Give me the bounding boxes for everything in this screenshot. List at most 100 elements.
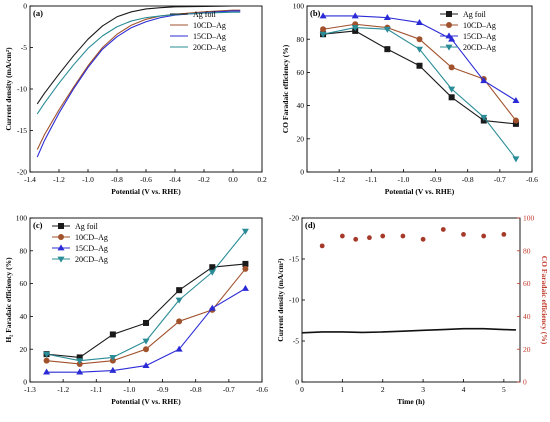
legend-label: 15CD–Ag: [463, 32, 496, 41]
data-point: [416, 46, 423, 53]
x-axis-label: Potential (V vs. RHE): [385, 187, 455, 196]
y-tick-label: -15: [17, 126, 27, 135]
legend-marker: [445, 32, 453, 39]
x-tick-label: -1.1: [90, 385, 102, 394]
x-tick-label: -0.4: [169, 175, 181, 184]
data-point: [175, 297, 183, 304]
data-point: [109, 366, 117, 373]
data-point: [512, 97, 520, 104]
legend-marker: [57, 256, 65, 263]
data-point: [367, 235, 372, 241]
y-tick-label: 0: [300, 168, 304, 177]
plot-frame-b: [306, 5, 533, 173]
x-tick-label: -1.1: [365, 175, 377, 184]
data-point: [384, 46, 391, 53]
legend-marker: [58, 223, 64, 229]
data-point: [143, 346, 149, 353]
x-tick-label: -0.8: [462, 175, 474, 184]
x-tick-label: -1.2: [53, 175, 65, 184]
x-tick-label: -0.6: [140, 175, 152, 184]
y-tick-label: -20: [289, 214, 299, 223]
x-tick-label: -1.4: [24, 175, 36, 184]
y-tick-label: 60: [20, 279, 28, 288]
data-point: [501, 232, 507, 237]
panel-label: (d): [305, 220, 316, 230]
y2-tick-label: 60: [523, 279, 531, 288]
x-tick-label: -0.8: [111, 175, 123, 184]
panel-d: 0 1 2 3 4 5 0 -5 -10 -15 -20 (d) Time (h) Current den…: [276, 214, 549, 406]
y-tick-label: 20: [20, 345, 28, 354]
y-tick-label: 60: [297, 68, 305, 77]
data-point: [512, 120, 519, 127]
legend-marker: [446, 11, 452, 17]
x-tick-label: -0.2: [198, 175, 210, 184]
data-point: [109, 331, 116, 338]
data-point: [448, 35, 456, 42]
data-point: [416, 62, 423, 69]
data-point: [242, 260, 249, 267]
data-point: [176, 287, 183, 294]
x-tick-label: 2: [381, 385, 385, 394]
panel-label: (b): [310, 8, 321, 18]
data-point: [380, 233, 386, 239]
legend-label: Ag foil: [463, 10, 487, 19]
y-tick-label: -5: [21, 43, 27, 52]
data-point: [480, 114, 488, 121]
legend-label: 20CD–Ag: [75, 255, 108, 264]
data-point: [448, 64, 455, 71]
legend-label: 20CD–Ag: [193, 43, 226, 52]
x-tick-label: 5: [502, 385, 506, 394]
y-axis-label: Current density (mA/cm²): [276, 258, 285, 342]
y-tick-label: 0: [23, 2, 27, 11]
x-tick-label: 0.2: [257, 175, 267, 184]
data-point: [448, 86, 456, 93]
legend: Ag foil 10CD–Ag 15CD–Ag 20CD–Ag: [440, 10, 496, 52]
data-point: [461, 232, 466, 237]
x-tick-label: -0.8: [190, 385, 202, 394]
data-point: [319, 31, 327, 38]
y2-axis-label: CO Faradaic efficiency (%): [540, 256, 549, 345]
data-point: [351, 25, 359, 32]
x-tick-label: 4: [462, 385, 466, 394]
data-point: [319, 243, 325, 249]
y-tick-label: -10: [289, 296, 299, 305]
series-line-10cd-ag: [36, 9, 241, 150]
series-line-ag-foil: [36, 5, 241, 105]
y-tick-label: 80: [297, 35, 305, 44]
x-tick-label: -0.7: [494, 175, 506, 184]
legend: Ag foil 10CD–Ag 15CD–Ag 20CD–Ag: [170, 10, 226, 52]
x-tick-label: 0.0: [228, 175, 238, 184]
x-tick-label: -1.2: [333, 175, 345, 184]
y-tick-label: 0: [23, 378, 27, 387]
y-tick-label: 100: [16, 214, 28, 223]
y-tick-label: 80: [20, 246, 28, 255]
data-point: [209, 264, 216, 271]
x-axis-label: Time (h): [397, 397, 425, 406]
panel-a: -1.4 -1.2 -1.0 -0.8 -0.6 -0.4 -0.2 0.0 0.2 -20 -15…: [4, 2, 267, 196]
panel-c: -1.3 -1.2 -1.1 -1.0 -0.9 -0.8 -0.7 -0.6 0 20 40 60 8…: [4, 214, 268, 406]
y-tick-label: -10: [17, 85, 27, 94]
data-point: [416, 36, 423, 43]
x-tick-label: 0: [300, 385, 304, 394]
data-point: [512, 156, 520, 163]
legend-label: 10CD–Ag: [463, 21, 496, 30]
x-tick-label: -1.2: [57, 385, 69, 394]
y2-tick-label: 100: [523, 214, 535, 223]
y2-tick-label: 0: [523, 378, 527, 387]
y2-tick-label: 40: [523, 312, 531, 321]
data-point: [320, 26, 327, 33]
data-point: [43, 357, 50, 364]
data-point: [175, 345, 183, 352]
data-point: [481, 233, 487, 239]
y-axis-label: Current density (mA/cm²): [4, 47, 13, 131]
data-point: [383, 26, 391, 33]
series-line-current: [301, 327, 516, 334]
y-axis-label: CO Faradaic efficiency (%): [281, 44, 290, 133]
x-tick-label: -0.7: [223, 385, 235, 394]
legend: Ag foil 10CD–Ag 15CD–Ag 20CD–Ag: [52, 222, 108, 264]
x-tick-label: -1.3: [24, 385, 36, 394]
legend-label: 10CD–Ag: [193, 21, 226, 30]
data-point: [142, 362, 150, 368]
y-tick-label: 100: [293, 2, 305, 11]
